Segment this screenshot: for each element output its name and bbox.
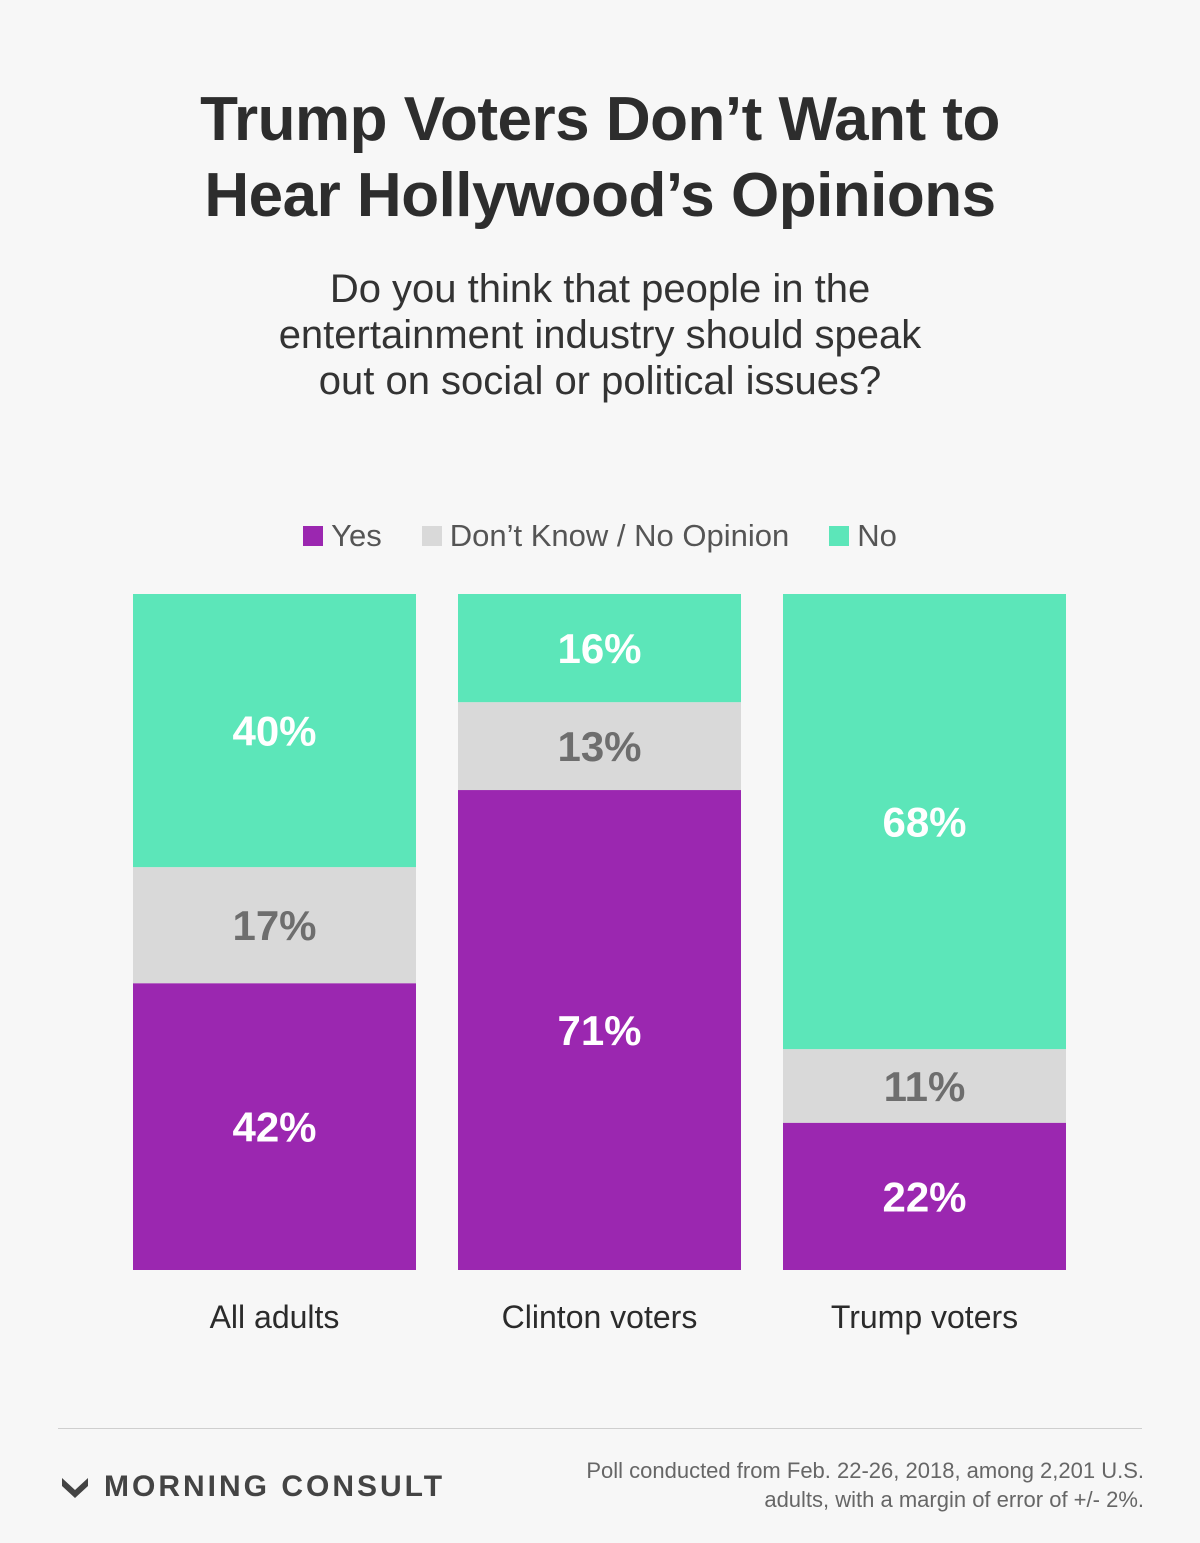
legend-swatch-dont-know (421, 526, 442, 546)
bar-segment-all-adults-yes (133, 983, 416, 1270)
legend-swatch-no (829, 526, 850, 546)
brand-name: MORNING CONSULT (104, 1470, 446, 1503)
bar-segment-all-adults-no (133, 594, 416, 868)
data-label-all-adults-yes: 42% (232, 1104, 316, 1151)
bar-segment-clinton-voters-yes (458, 790, 741, 1270)
data-label-trump-voters-no: 68% (882, 799, 966, 846)
category-label-all-adults: All adults (210, 1299, 340, 1335)
legend-item-yes: Yes (303, 518, 382, 554)
legend-label-dont-know: Don’t Know / No Opinion (449, 518, 790, 553)
footnote-line-1: Poll conducted from Feb. 22-26, 2018, am… (586, 1458, 1144, 1483)
category-label-clinton-voters: Clinton voters (502, 1299, 698, 1335)
data-label-all-adults-no: 40% (232, 708, 316, 755)
chart-title: Trump Voters Don’t Want to Hear Hollywoo… (0, 82, 1200, 234)
chart-subtitle: Do you think that people in the entertai… (200, 266, 1000, 404)
legend-label-no: No (857, 518, 897, 553)
chart-subtitle-line-2: entertainment industry should speak (278, 313, 922, 357)
chart-subtitle-line-1: Do you think that people in the (329, 267, 871, 311)
morning-consult-logo-icon (62, 1478, 88, 1498)
data-label-clinton-voters-yes: 71% (557, 1007, 641, 1054)
legend-label-yes: Yes (331, 518, 382, 553)
bar-segment-all-adults-don-t-know-no-opinion (133, 867, 416, 984)
bar-segment-clinton-voters-no (458, 594, 741, 703)
data-label-trump-voters-don-t-know-no-opinion: 11% (884, 1063, 966, 1110)
legend-swatch-yes (303, 526, 324, 546)
data-label-clinton-voters-no: 16% (557, 625, 641, 672)
legend-item-no: No (829, 518, 897, 554)
stacked-bar-chart: 42% 17% 40% All adults 71% 13% 16% Clinton vote… (133, 594, 1066, 1335)
footer-divider (58, 1428, 1142, 1429)
bar-segment-trump-voters-yes (783, 1122, 1066, 1270)
data-label-trump-voters-yes: 22% (882, 1173, 966, 1220)
chart-title-line-1: Trump Voters Don’t Want to (200, 85, 1000, 154)
footnote: Poll conducted from Feb. 22-26, 2018, am… (504, 1456, 1144, 1514)
brand-logo: MORNING CONSULT (60, 1470, 445, 1504)
chart-subtitle-line-3: out on social or political issues? (318, 359, 882, 403)
chart-title-line-2: Hear Hollywood’s Opinions (204, 161, 996, 230)
footnote-line-2: adults, with a margin of error of +/- 2%… (764, 1487, 1144, 1512)
bar-segment-clinton-voters-don-t-know-no-opinion (458, 702, 741, 791)
bar-segment-trump-voters-no (783, 594, 1066, 1050)
legend-item-dont-know: Don’t Know / No Opinion (421, 518, 790, 554)
category-label-trump-voters: Trump voters (831, 1299, 1018, 1335)
bar-segment-trump-voters-don-t-know-no-opinion (783, 1049, 1066, 1123)
data-label-all-adults-don-t-know-no-opinion: 17% (232, 902, 316, 949)
data-label-clinton-voters-don-t-know-no-opinion: 13% (557, 723, 641, 770)
chart-legend: Yes Don’t Know / No Opinion No (0, 518, 1200, 554)
